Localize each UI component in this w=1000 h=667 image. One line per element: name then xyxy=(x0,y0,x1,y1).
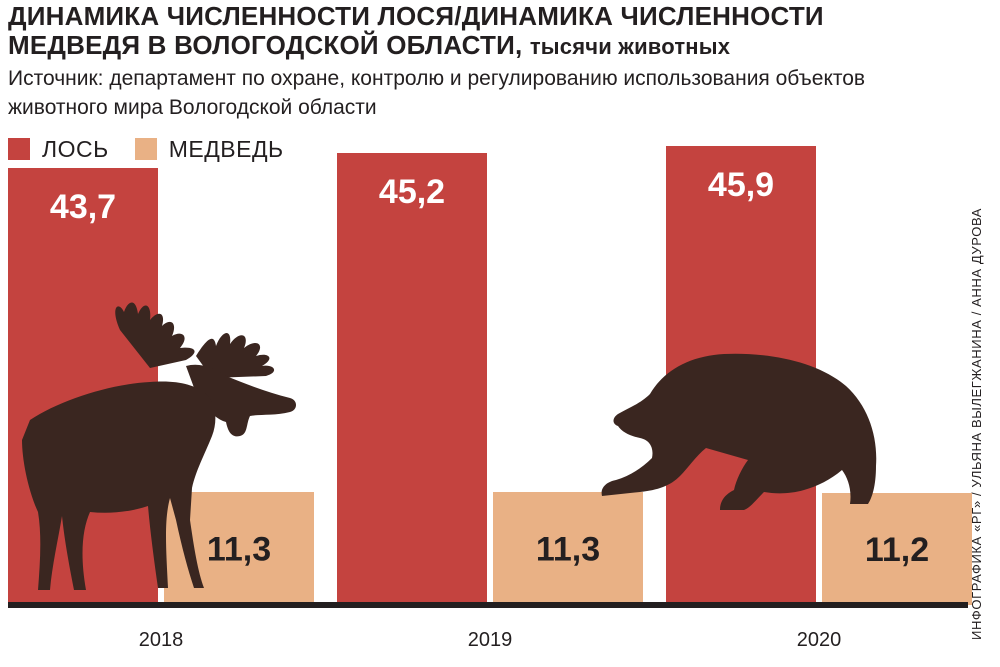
legend-label-moose: ЛОСЬ xyxy=(42,135,109,162)
data-label-moose-2018: 43,7 xyxy=(50,188,116,226)
data-label-moose-2020: 45,9 xyxy=(708,166,774,204)
bar-bear-2020 xyxy=(822,493,972,605)
chart-title: ДИНАМИКА ЧИСЛЕННОСТИ ЛОСЯ/ДИНАМИКА ЧИСЛЕ… xyxy=(8,2,908,61)
chart-legend: ЛОСЬ МЕДВЕДЬ xyxy=(8,134,310,164)
data-label-bear-2018: 11,3 xyxy=(207,531,271,569)
bars-layer xyxy=(8,146,972,605)
bear-silhouette-icon xyxy=(601,353,877,510)
chart-unit: тысячи животных xyxy=(529,34,731,59)
chart-source: Источник: департамент по охране, контрол… xyxy=(8,67,866,119)
legend-label-bear: МЕДВЕДЬ xyxy=(168,135,284,162)
data-label-bear-2020: 11,2 xyxy=(865,531,929,569)
bar-bear-2019 xyxy=(493,492,643,605)
legend-swatch-moose xyxy=(8,138,30,160)
x-tick-label-2018: 2018 xyxy=(139,629,184,651)
data-label-bear-2019: 11,3 xyxy=(536,531,600,569)
data-label-moose-2019: 45,2 xyxy=(379,173,445,211)
legend-swatch-bear xyxy=(134,138,157,160)
labels-layer: 43,7 11,3 2018 45,2 11,3 2019 45,9 11,2 2020 xyxy=(50,166,929,651)
x-tick-label-2019: 2019 xyxy=(468,629,513,651)
chart-title-text: ДИНАМИКА ЧИСЛЕННОСТИ ЛОСЯ/ДИНАМИКА ЧИСЛЕ… xyxy=(8,1,824,60)
x-tick-label-2020: 2020 xyxy=(797,629,842,651)
moose-silhouette-icon xyxy=(22,302,296,590)
bar-moose-2019 xyxy=(337,153,487,605)
